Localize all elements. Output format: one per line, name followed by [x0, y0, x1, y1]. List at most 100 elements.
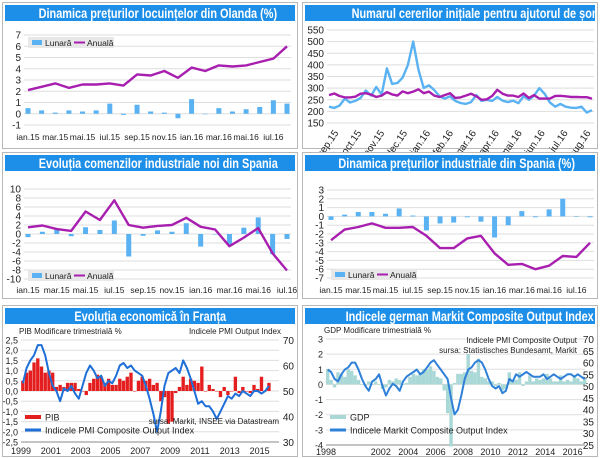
x-tick-label: 2008 — [453, 447, 473, 457]
y-tick-label: 250 — [307, 95, 324, 106]
y-tick-label: 350 — [307, 72, 324, 83]
bar-pib — [181, 376, 185, 391]
y-tick-label: 8 — [15, 194, 21, 205]
y-tick-label: -8 — [12, 266, 21, 277]
y2-axis-title: Indicele PMI Composite Output — [466, 336, 577, 345]
y-tick-label: -0,5 — [2, 397, 18, 407]
y-tick-label: -1 — [12, 121, 21, 132]
bar-lunară — [126, 234, 132, 257]
bar-gdp — [500, 384, 505, 391]
bar-gdp — [456, 373, 460, 385]
y-tick-label: -1,0 — [2, 407, 18, 417]
legend-label: Anuală — [87, 271, 114, 281]
bar-lunară — [560, 198, 566, 217]
x-tick-label: mai.16 — [536, 285, 562, 295]
bar-lunară — [383, 213, 389, 217]
bar-gdp — [473, 372, 477, 385]
bar-gdp — [408, 376, 412, 385]
bar-gdp — [449, 384, 453, 447]
y-tick-label: 7 — [15, 31, 21, 42]
y-tick-label: -1 — [315, 221, 324, 232]
bar-pib — [103, 382, 107, 391]
bar-pib — [207, 384, 211, 391]
bar-lunară — [532, 216, 538, 218]
y-tick-label: 4 — [15, 64, 21, 75]
line-indicele-markit-composite-output-index — [327, 359, 586, 416]
bar-pib — [211, 388, 215, 391]
x-tick-label: mai.15 — [70, 132, 96, 142]
bar-gdp — [387, 379, 392, 385]
y-tick-label: -2,0 — [2, 427, 18, 437]
bar-gdp — [367, 381, 371, 385]
chart-panel-spania-orders: Evoluția comenzilor industriale noi din … — [2, 152, 298, 299]
y-tick-label: 6 — [15, 203, 21, 214]
bar-lunară — [369, 212, 375, 217]
bar-pib — [136, 380, 141, 391]
x-tick-label: nov.15 — [159, 285, 184, 295]
y-tick-label: 0 — [318, 380, 323, 390]
bar-lunară — [328, 216, 334, 220]
bar-lunară — [342, 214, 348, 217]
y-tick-label: 300 — [307, 84, 324, 95]
x-tick-label: mar.16 — [216, 285, 242, 295]
legend-swatch-bar — [335, 272, 345, 277]
y-tick-label: 0,5 — [5, 376, 18, 386]
legend — [28, 37, 114, 48]
bar-lunară — [451, 216, 457, 223]
bar-lunară — [25, 234, 31, 238]
x-tick-label: nov.15 — [455, 285, 480, 295]
line-anuală — [27, 199, 288, 272]
bar-gdp — [415, 375, 419, 385]
bar-pib — [88, 382, 92, 391]
y2-tick-label: 60 — [583, 359, 595, 370]
source-note: sursa: Statistisches Bundesamt, Markit — [439, 346, 578, 355]
bar-pib — [21, 380, 25, 391]
bar-gdp — [521, 384, 525, 386]
x-tick-label: ian.16 — [189, 285, 212, 295]
bar-pib — [118, 378, 122, 391]
x-tick-label: sep.15 — [427, 285, 453, 295]
y2-tick-label: 40 — [583, 406, 595, 417]
x-tick-label: 2006 — [426, 447, 446, 457]
bar-pib — [215, 391, 219, 392]
chart-title: Dinamica prețurilor locuințelor din Olan… — [5, 5, 295, 21]
x-tick-label: mar.15 — [44, 285, 70, 295]
bar-pib — [237, 391, 241, 394]
bar-lunară — [284, 234, 290, 239]
chart-title: Numarul cererilor inițiale pentru ajutor… — [305, 5, 595, 21]
bar-gdp — [397, 379, 402, 385]
x-tick-label: sep.15 — [124, 132, 150, 142]
chart-plot: 150200250300350400450500550sep.15oct.15n… — [307, 26, 594, 160]
x-tick-label: 2013 — [220, 446, 240, 456]
chart-panel-franta-economy: Evoluția economică în Franța -2,5 -2,0 -1,5… — [2, 305, 298, 457]
bar-lunară — [492, 216, 498, 238]
bar-pib — [192, 380, 197, 391]
x-tick-label: 2005 — [100, 446, 120, 456]
bar-gdp — [497, 382, 501, 385]
bar-gdp — [517, 372, 522, 385]
x-tick-label: iul.15 — [100, 132, 121, 142]
line-anuală — [330, 222, 591, 271]
bar-pib — [218, 391, 223, 398]
x-tick-label: 2011 — [190, 446, 209, 456]
bar-pib — [106, 378, 111, 391]
bar-pib — [147, 378, 152, 391]
bar-pib — [28, 370, 32, 391]
x-tick-label: iul.16 — [548, 128, 571, 154]
bar-lunară — [270, 234, 276, 255]
x-tick-label: 2001 — [41, 446, 61, 456]
bar-gdp — [452, 382, 457, 385]
bar-gdp — [404, 382, 409, 385]
bar-gdp — [493, 384, 498, 386]
bar-gdp — [541, 378, 546, 385]
bar-gdp — [442, 384, 446, 391]
bar-lunară — [255, 217, 261, 234]
bar-pib — [200, 366, 204, 391]
bar-gdp — [418, 372, 422, 385]
y-tick-label: 3 — [15, 76, 21, 87]
bar-lunară — [54, 229, 60, 234]
y-tick-label: 500 — [307, 37, 324, 48]
x-tick-label: mar.16 — [206, 132, 232, 142]
